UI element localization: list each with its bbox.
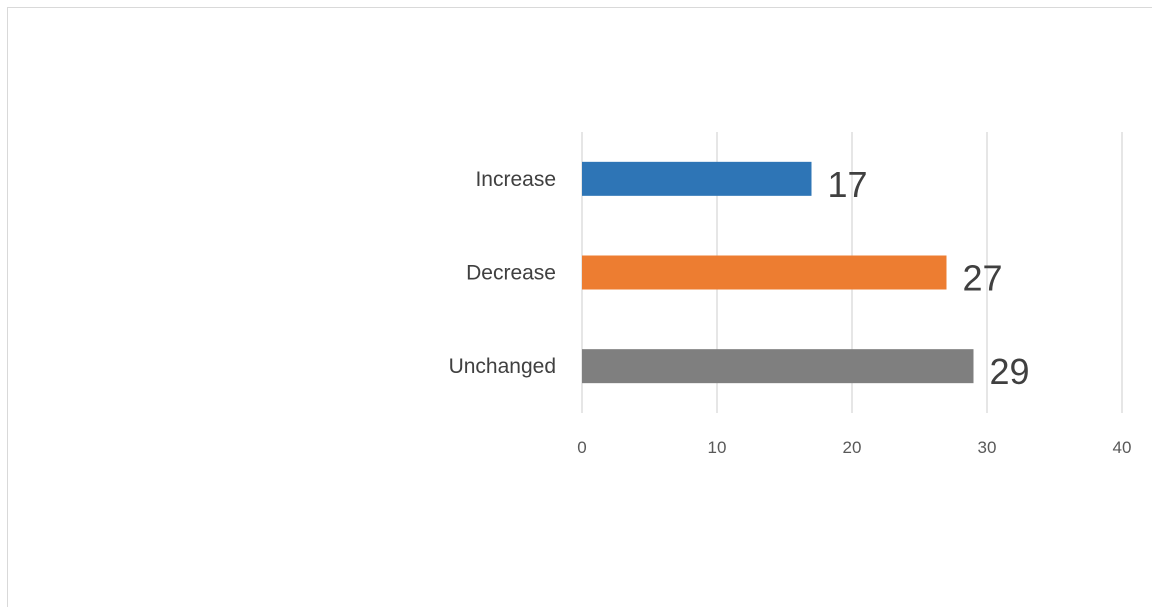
category-label: Decrease [466, 262, 556, 285]
category-label: Unchanged [449, 355, 556, 378]
x-tick-label: 40 [1113, 438, 1132, 457]
category-labels: Increase Decrease Unchanged [449, 168, 556, 378]
bars [582, 161, 974, 384]
data-labels: 17 27 29 [828, 164, 1030, 392]
x-axis-ticks: 0 10 20 30 40 [577, 438, 1131, 457]
bar-chart: 0 10 20 30 40 Increase Decrease Unchanged 17 27… [449, 132, 1131, 457]
data-label: 17 [828, 164, 868, 205]
x-tick-label: 20 [843, 438, 862, 457]
bar-unchanged [582, 349, 974, 384]
bar-increase [582, 161, 812, 196]
chart-frame [7, 7, 1152, 607]
x-tick-label: 10 [708, 438, 727, 457]
data-label: 27 [963, 258, 1003, 299]
x-tick-label: 30 [978, 438, 997, 457]
category-label: Increase [475, 168, 556, 191]
x-tick-label: 0 [577, 438, 586, 457]
bar-decrease [582, 255, 947, 290]
data-label: 29 [990, 351, 1030, 392]
